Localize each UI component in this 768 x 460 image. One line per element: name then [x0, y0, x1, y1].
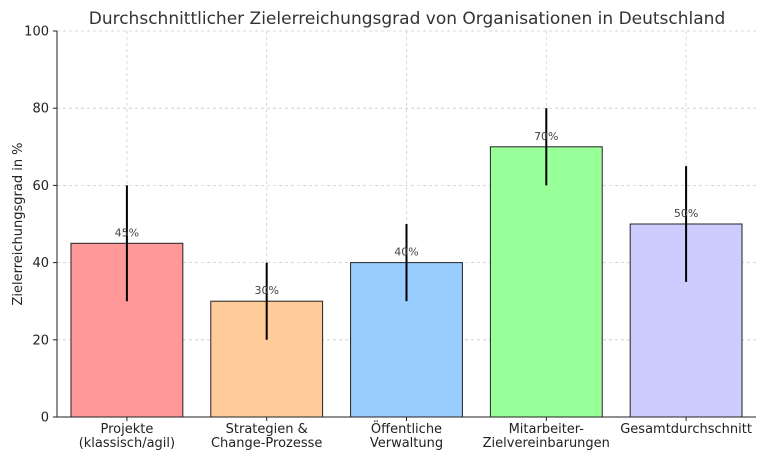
x-axis: Projekte(klassisch/agil) Strategien &Chan… [57, 416, 756, 451]
y-axis: 0 20 40 60 80 100 [24, 25, 58, 426]
bar-3 [489, 146, 603, 418]
x-tick-label-1-1: Change-Prozesse [211, 436, 322, 451]
x-tick-label-0-1: (klassisch/agil) [79, 436, 175, 451]
data-label-1: 30% [254, 284, 278, 297]
data-label-3: 70% [534, 130, 558, 143]
y-tick-label-2: 40 [32, 256, 49, 271]
data-label-4: 50% [674, 207, 698, 220]
y-tick-label-5: 100 [24, 25, 49, 40]
x-tick-label-0-0: Projekte [100, 422, 153, 437]
y-tick-label-4: 80 [32, 102, 49, 117]
error-bars [125, 108, 688, 340]
x-tick-label-1-0: Strategien & [226, 422, 308, 437]
data-label-0: 45% [115, 226, 139, 239]
y-tick-label-3: 60 [32, 179, 49, 194]
x-tick-label-3-0: Mitarbeiter- [509, 422, 585, 437]
y-tick-label-0: 0 [41, 411, 49, 426]
data-label-2: 40% [394, 246, 418, 259]
x-tick-label-3-1: Zielvereinbarungen [483, 436, 610, 451]
data-labels: 45% 30% 40% 70% 50% [115, 130, 699, 297]
x-tick-label-4-0: Gesamtdurchschnitt [620, 422, 752, 437]
x-tick-label-2-1: Verwaltung [370, 436, 443, 451]
chart-title: Durchschnittlicher Zielerreichungsgrad v… [89, 9, 726, 29]
y-axis-label: Zielerreichungsgrad in % [11, 142, 26, 305]
y-tick-label-1: 20 [32, 333, 49, 348]
x-tick-label-2-0: Öffentliche [371, 420, 442, 437]
